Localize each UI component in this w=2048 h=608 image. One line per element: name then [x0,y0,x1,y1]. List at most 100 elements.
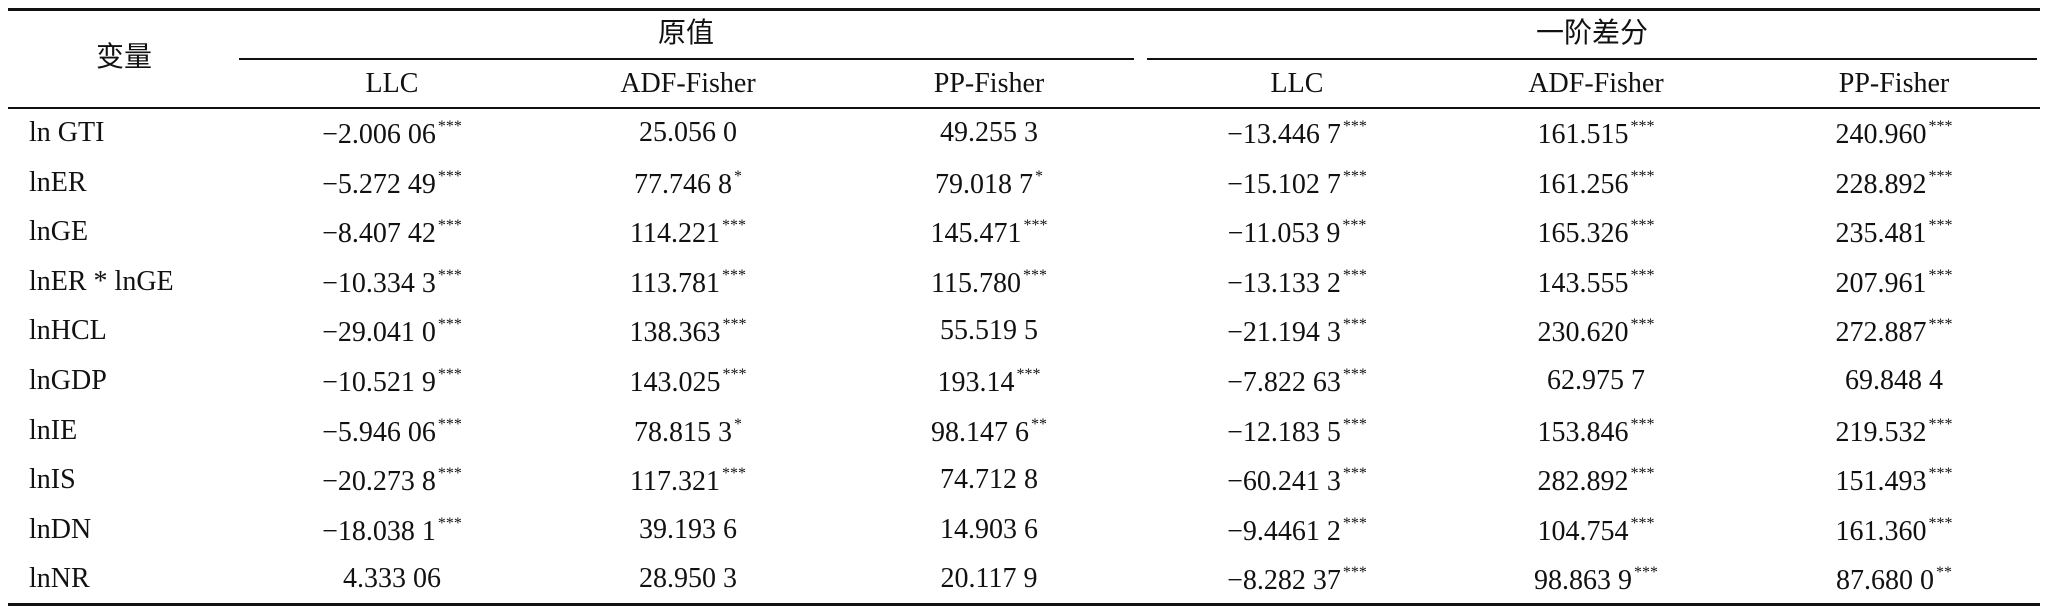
cell-value: 272.887 [1835,317,1927,349]
significance: *** [1342,514,1367,532]
header-rule [8,107,2040,109]
cell-value: −8.407 42 [322,218,436,250]
significance: *** [1022,266,1047,284]
column-header: ADF-Fisher [1528,68,1664,99]
cell-value: 282.892 [1537,466,1629,498]
cell: −13.133 2 *** [1227,267,1367,299]
cell-value: 39.193 6 [639,513,737,545]
significance: *** [437,266,462,284]
significance: *** [1928,316,1953,334]
column-header: ADF-Fisher [620,68,756,99]
cell-value: 240.960 [1835,119,1927,150]
cell-value: 55.519 5 [940,315,1038,347]
cell-value: 113.781 [630,267,720,299]
cell: −15.102 7 *** [1227,168,1367,200]
cell: 165.326 *** [1538,218,1655,248]
significance: *** [1016,366,1041,383]
cell-value: 207.961 [1835,267,1927,299]
cell-value: −10.334 3 [322,267,436,299]
cell-value: 161.515 [1537,119,1629,150]
row-label: ln GTI [29,117,105,148]
cell: −21.194 3 *** [1227,317,1367,347]
significance: *** [1342,217,1367,235]
significance: *** [1928,217,1953,235]
significance: *** [1928,118,1953,135]
row-label: lnDN [29,513,92,545]
column-header: LLC [1270,68,1324,99]
cell: 55.519 5 [940,317,1038,345]
significance: *** [1630,316,1655,334]
cell: 161.515 *** [1538,119,1655,149]
cell: 115.780 *** [931,266,1047,298]
cell: −8.407 42 *** [322,218,462,248]
cell-value: 74.712 8 [940,464,1038,496]
significance: *** [437,465,462,483]
row-label: lnIE [29,414,78,446]
significance: *** [1928,167,1953,185]
cell-value: 145.471 [930,218,1022,250]
cell-value: 78.815 3 [634,416,732,448]
row-label: lnGE [29,216,89,248]
cell-value: −11.053 9 [1227,218,1341,250]
column-header: PP-Fisher [1838,68,1950,99]
cell-value: 114.221 [630,218,720,250]
cell-value: 228.892 [1835,168,1927,200]
group-header: 原值 [657,18,715,49]
cell: 69.848 4 [1845,367,1943,395]
cell-value: −10.521 9 [322,367,436,398]
row-label: lnHCL [29,315,107,347]
cell: −12.183 5 *** [1227,415,1367,447]
cell: 219.532 *** [1836,416,1953,447]
significance: *** [437,514,462,532]
cell: −5.272 49 *** [322,168,462,199]
cell-value: 138.363 [629,317,721,349]
significance: *** [1630,118,1655,135]
cell: 114.221 *** [630,218,746,248]
row-label: lnER [29,166,87,198]
significance: *** [1630,266,1655,284]
cell-value: 165.326 [1537,218,1629,250]
significance: *** [1342,465,1367,483]
group-rule [239,58,1134,60]
cell-value: −15.102 7 [1227,168,1341,200]
cell: −13.446 7 *** [1227,119,1367,149]
significance: *** [721,217,746,235]
cell-value: 98.863 9 [1534,565,1632,597]
cell-value: 69.848 4 [1845,365,1943,396]
cell-value: 104.754 [1537,515,1629,547]
row-label: lnIS [29,464,76,496]
column-header: PP-Fisher [933,68,1045,99]
significance: ** [1936,564,1952,582]
cell: 230.620 *** [1538,317,1655,347]
cell-value: 28.950 3 [639,563,737,595]
significance: *** [1342,415,1367,433]
significance: *** [437,118,462,135]
cell: 25.056 0 [639,119,737,147]
cell: −18.038 1 *** [322,514,462,547]
significance: *** [1630,167,1655,185]
cell: 77.746 8 * [634,168,742,199]
cell: −10.521 9 *** [322,367,462,397]
cell-value: 20.117 9 [940,563,1038,595]
cell-value: −18.038 1 [322,515,436,547]
cell-value: −13.133 2 [1227,267,1341,299]
cell: 87.680 0 ** [1836,565,1952,595]
significance: *** [721,266,746,284]
significance: *** [437,217,462,235]
cell-value: 161.256 [1537,168,1629,200]
cell: 153.846 *** [1537,416,1655,448]
cell: 4.333 06 [343,565,441,593]
cell-value: 117.321 [630,466,720,498]
cell-value: −29.041 0 [322,317,436,349]
cell: −11.053 9 *** [1228,218,1367,248]
cell-value: 4.333 06 [343,563,441,595]
significance: *** [722,316,747,334]
cell-value: 79.018 7 [935,168,1033,200]
cell: 49.255 3 [940,119,1038,147]
cell-value: 98.147 6 [931,416,1029,448]
significance: *** [1630,217,1655,235]
significance: *** [721,465,746,483]
cell: 193.14 *** [938,367,1041,397]
cell: 161.256 *** [1537,167,1655,200]
cell-value: 153.846 [1537,416,1629,448]
